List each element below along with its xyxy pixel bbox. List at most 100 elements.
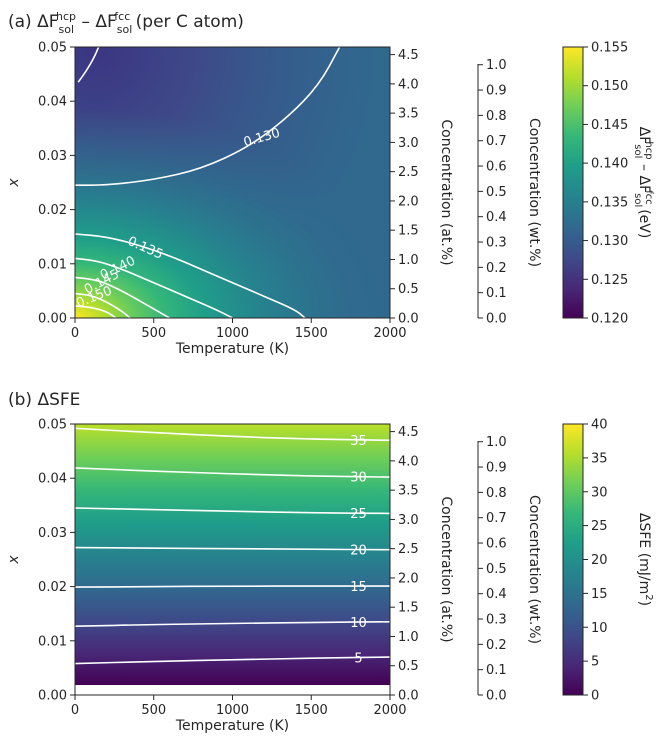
contour-line — [75, 585, 390, 588]
secondary-tick-label: 0.5 — [398, 282, 419, 297]
colorbar-tick-label: 10 — [591, 621, 608, 636]
colorbar-tick-label: 0.155 — [591, 41, 628, 56]
contour-line — [75, 47, 341, 186]
y-tick-label: 0.02 — [38, 580, 67, 595]
x-tick-label: 1000 — [216, 703, 249, 718]
secondary-tick-label: 0.2 — [486, 261, 507, 276]
contour-label: 25 — [350, 507, 367, 522]
secondary-tick-label: 0.7 — [486, 134, 507, 149]
colorbar-tick-label: 30 — [591, 485, 608, 500]
secondary-tick-label: 0.5 — [486, 562, 507, 577]
secondary-tick-label: 0.5 — [398, 659, 419, 674]
x-tick-label: 1500 — [295, 703, 328, 718]
y-tick-label: 0.01 — [38, 634, 67, 649]
secondary-axis-label: Concentration (at.%) — [438, 496, 454, 642]
y-tick-label: 0.04 — [38, 472, 67, 487]
colorbar-tick-label: 0 — [591, 689, 599, 704]
colorbar — [563, 47, 583, 318]
secondary-tick-label: 0.0 — [398, 312, 419, 327]
colorbar-tick-label: 35 — [591, 451, 608, 466]
contour-line — [75, 546, 390, 551]
x-tick-label: 0 — [71, 703, 79, 718]
secondary-tick-label: 4.5 — [398, 425, 419, 440]
y-tick-label: 0.03 — [38, 149, 67, 164]
colorbar-tick-label: 25 — [591, 519, 608, 534]
secondary-tick-label: 1.0 — [398, 253, 419, 268]
x-axis-label: Temperature (K) — [175, 341, 289, 357]
secondary-tick-label: 2.0 — [398, 194, 419, 209]
x-tick-label: 500 — [141, 326, 166, 341]
secondary-tick-label: 1.5 — [398, 224, 419, 239]
contour-line — [75, 305, 117, 318]
secondary-tick-label: 1.5 — [398, 601, 419, 616]
secondary-axis-label: Concentration (at.%) — [438, 119, 454, 265]
y-tick-label: 0.00 — [38, 689, 67, 704]
secondary-tick-label: 0.1 — [486, 286, 507, 301]
x-tick-label: 2000 — [373, 703, 406, 718]
secondary-tick-label: 1.0 — [398, 630, 419, 645]
secondary-tick-label: 0.5 — [486, 185, 507, 200]
colorbar-tick-label: 0.130 — [591, 234, 628, 249]
secondary-axis-label: Concentration (wt.%) — [526, 495, 542, 644]
secondary-tick-label: 0.4 — [486, 210, 507, 225]
secondary-tick-label: 0.6 — [486, 537, 507, 552]
secondary-axis-label: Concentration (wt.%) — [526, 118, 542, 267]
x-tick-label: 0 — [71, 326, 79, 341]
colorbar-tick-label: 5 — [591, 655, 599, 670]
secondary-tick-label: 3.5 — [398, 107, 419, 122]
secondary-tick-label: 0.0 — [398, 689, 419, 704]
secondary-tick-label: 0.1 — [486, 663, 507, 678]
heatmap-field-b: 5 10 15 20 25 30 35 — [75, 424, 390, 686]
colorbar-label: ΔFsolhcp – ΔFsolfcc (eV) — [632, 127, 654, 239]
y-tick-label: 0.02 — [38, 203, 67, 218]
contour-line — [75, 427, 390, 442]
colorbar-tick-label: 20 — [591, 553, 608, 568]
secondary-tick-label: 1.0 — [486, 435, 507, 450]
contour-line — [77, 47, 100, 83]
secondary-tick-label: 2.5 — [398, 165, 419, 180]
secondary-tick-label: 0.9 — [486, 84, 507, 99]
contour-line — [75, 233, 306, 318]
secondary-tick-label: 0.3 — [486, 236, 507, 251]
contour-line — [75, 257, 233, 318]
secondary-tick-label: 0.8 — [486, 486, 507, 501]
colorbar-label: ΔSFE (mJ/m2) — [636, 513, 654, 606]
contour-line — [75, 292, 131, 318]
secondary-tick-label: 3.5 — [398, 484, 419, 499]
colorbar-frame — [562, 46, 584, 319]
secondary-tick-label: 1.0 — [486, 58, 507, 73]
colorbar-tick-label: 0.120 — [591, 312, 628, 327]
colorbar-tick-label: 15 — [591, 587, 608, 602]
secondary-tick-label: 4.0 — [398, 77, 419, 92]
contour-label: 10 — [350, 616, 367, 631]
secondary-tick-label: 0.2 — [486, 638, 507, 653]
secondary-tick-label: 3.0 — [398, 513, 419, 528]
y-axis-label: x — [6, 178, 22, 188]
secondary-tick-label: 2.0 — [398, 571, 419, 586]
secondary-tick-label: 0.0 — [486, 689, 507, 704]
panel-b: (b) ΔSFE 5 10 15 20 25 30 35 0 500 1000 1500 2000 T… — [6, 390, 654, 734]
panel-b-title: (b) ΔSFE — [8, 390, 80, 410]
x-tick-label: 2000 — [373, 326, 406, 341]
y-axis-label: x — [6, 555, 22, 565]
colorbar-tick-label: 0.145 — [591, 118, 628, 133]
x-tick-label: 500 — [141, 703, 166, 718]
secondary-tick-label: 0.3 — [486, 613, 507, 628]
y-tick-label: 0.05 — [38, 41, 67, 56]
y-tick-label: 0.00 — [38, 312, 67, 327]
panel-a: (a) ΔFsolhcp – ΔFsolfcc (per C atom) 0.1… — [6, 10, 654, 357]
secondary-tick-label: 0.0 — [486, 312, 507, 327]
secondary-tick-label: 0.6 — [486, 160, 507, 175]
secondary-tick-label: 3.0 — [398, 136, 419, 151]
secondary-tick-label: 4.0 — [398, 454, 419, 469]
x-tick-label: 1000 — [216, 326, 249, 341]
colorbar-tick-label: 0.140 — [591, 157, 628, 172]
x-axis-label: Temperature (K) — [175, 718, 289, 734]
y-tick-label: 0.01 — [38, 257, 67, 272]
contour-line — [75, 276, 170, 318]
contour-label: 5 — [354, 651, 362, 666]
panel-a-title: (a) ΔFsolhcp – ΔFsolfcc (per C atom) — [8, 10, 244, 36]
contour-line — [75, 656, 390, 665]
